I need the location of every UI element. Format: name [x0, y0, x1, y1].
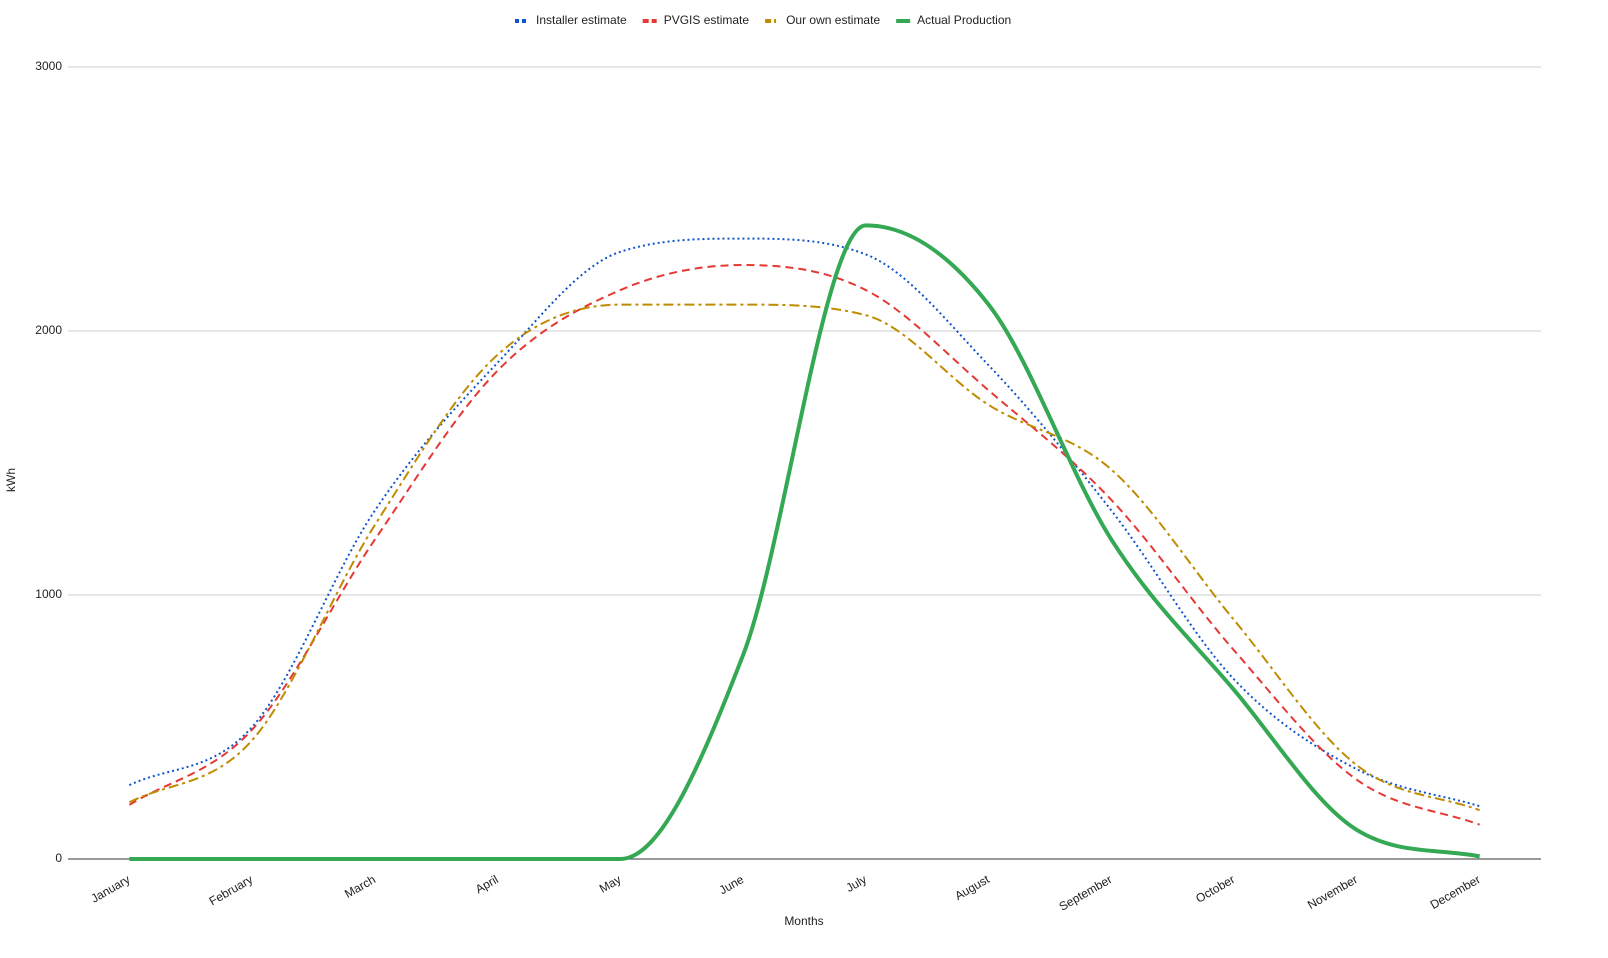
- legend-label: Actual Production: [917, 13, 1011, 27]
- x-tick-label: December: [1428, 872, 1483, 912]
- y-tick-label: 3000: [35, 59, 62, 73]
- x-tick-label: May: [597, 872, 624, 895]
- legend-label: Our own estimate: [786, 13, 880, 27]
- x-tick-label: June: [717, 872, 747, 897]
- legend: Installer estimate PVGIS estimate Our own …: [515, 13, 1011, 27]
- x-tick-label: October: [1193, 872, 1237, 905]
- series-line: [128, 237, 1480, 808]
- y-tick-label: 0: [55, 851, 62, 865]
- x-tick-label: April: [473, 872, 501, 896]
- y-tick-label: 2000: [35, 323, 62, 337]
- x-tick-label: February: [207, 872, 256, 908]
- series-line: [129, 223, 1481, 862]
- x-tick-label: August: [952, 872, 992, 903]
- x-axis-title: Months: [784, 914, 823, 928]
- y-axis-title: kWh: [4, 468, 18, 492]
- x-tick-label: March: [342, 872, 378, 901]
- x-tick-label: July: [843, 872, 868, 895]
- series-line: [128, 303, 1480, 812]
- legend-label: Installer estimate: [536, 13, 627, 27]
- x-tick-label: January: [88, 872, 132, 905]
- y-tick-label: 1000: [35, 587, 62, 601]
- legend-label: PVGIS estimate: [664, 13, 750, 27]
- x-tick-label: September: [1057, 872, 1115, 913]
- series-line: [128, 263, 1480, 826]
- x-tick-label: November: [1305, 872, 1360, 912]
